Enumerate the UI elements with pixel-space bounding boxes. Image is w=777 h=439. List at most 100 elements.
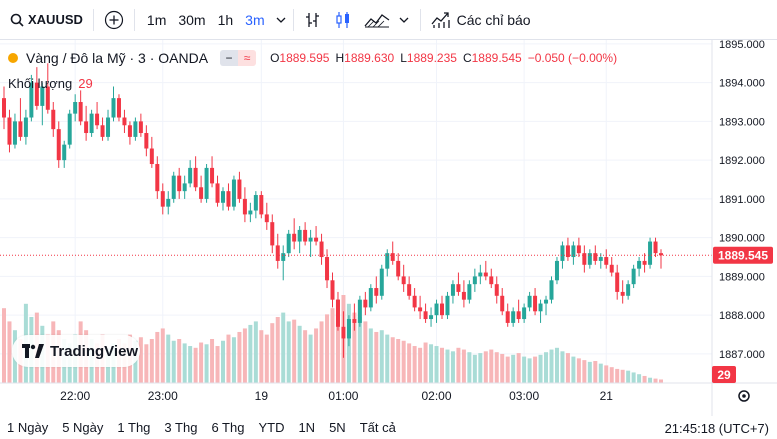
minus-icon[interactable]: − — [220, 50, 239, 66]
time-axis[interactable]: 22:00 23:00 19 01:00 02:00 03:00 21 — [60, 389, 613, 403]
volume-bar — [505, 356, 510, 383]
time-axis-settings-button[interactable] — [738, 390, 750, 402]
volume-bar — [242, 328, 247, 383]
volume-bar — [598, 363, 603, 383]
candle-body — [18, 121, 23, 137]
volume-bar — [363, 321, 368, 383]
bar-style-button[interactable] — [298, 0, 328, 40]
range-all[interactable]: Tất cả — [359, 420, 396, 435]
candle-body — [127, 125, 132, 137]
candle-body — [325, 257, 330, 281]
range-5d[interactable]: 5 Ngày — [62, 420, 104, 435]
candle-body — [215, 183, 220, 203]
volume-bar — [330, 308, 335, 383]
candle-body — [160, 191, 165, 207]
volume-bar — [226, 334, 231, 383]
area-style-button[interactable] — [358, 0, 416, 40]
volume-bar — [357, 317, 362, 383]
candle-body — [144, 133, 149, 149]
candle-body — [533, 295, 538, 312]
volume-bar — [160, 328, 165, 383]
candle-body — [193, 167, 198, 188]
candle-body — [549, 280, 554, 300]
candle-body — [434, 303, 439, 316]
candle-body — [45, 86, 50, 110]
volume-bar — [527, 358, 532, 383]
volume-bar — [401, 340, 406, 383]
volume-bar — [554, 347, 559, 383]
symbol-label: XAUUSD — [28, 12, 83, 27]
ohlc-change: −0.050 (−0.00%) — [527, 51, 618, 65]
gear-icon[interactable] — [738, 390, 750, 402]
volume-bar — [571, 356, 576, 383]
range-3m[interactable]: 3 Thg — [164, 420, 198, 435]
symbol-description[interactable]: Vàng / Đô la Mỹ · 3 · OANDA — [26, 50, 209, 66]
candle-body — [582, 253, 587, 265]
range-1y[interactable]: 1N — [298, 420, 316, 435]
volume-bar — [270, 323, 275, 383]
candle-body — [226, 191, 231, 207]
candle-body — [297, 229, 302, 242]
clock[interactable]: 21:45:18 (UTC+7) — [664, 421, 769, 436]
candle-body — [34, 82, 39, 106]
volume-bar — [653, 378, 658, 383]
range-6m[interactable]: 6 Thg — [211, 420, 245, 435]
candle-body — [407, 284, 412, 296]
candle-body — [560, 245, 565, 261]
volume-bar — [407, 343, 412, 383]
candle-body — [2, 98, 6, 118]
candlesticks — [2, 63, 663, 358]
volume-bar — [319, 321, 324, 383]
time-tick-label: 02:00 — [422, 389, 452, 403]
candle-body — [505, 311, 510, 323]
volume-bar — [308, 334, 313, 383]
volume-bar — [396, 339, 401, 383]
candle-body — [522, 307, 527, 320]
compare-button[interactable] — [98, 0, 130, 40]
candle-style-button[interactable] — [328, 0, 358, 40]
candle-body — [116, 98, 121, 118]
candle-body — [248, 210, 253, 215]
candle-body — [385, 253, 390, 269]
volume-bar — [352, 312, 357, 383]
volume-bar — [215, 346, 220, 383]
price-tick-label: 1892.000 — [719, 155, 765, 167]
volume-bar — [549, 349, 554, 383]
interval-30m[interactable]: 30m — [178, 11, 206, 28]
candle-body — [12, 121, 17, 145]
tradingview-logo[interactable]: TradingView — [12, 335, 140, 367]
candle-body — [231, 179, 236, 207]
candle-body — [587, 253, 592, 265]
interval-1m[interactable]: 1m — [146, 11, 167, 28]
volume-bar — [494, 352, 499, 383]
candle-body — [84, 121, 89, 134]
volume-bar — [248, 324, 253, 383]
range-1m[interactable]: 1 Thg — [117, 420, 151, 435]
toolbar-divider — [133, 8, 135, 31]
price-tick-label: 1888.000 — [719, 310, 765, 322]
candle-body — [511, 311, 516, 323]
volume-bar — [281, 312, 286, 383]
volume-bar — [418, 347, 423, 383]
price-axis[interactable]: 1887.000 1888.000 1889.000 1890.000 1891.000… — [719, 39, 765, 361]
candle-body — [571, 245, 576, 258]
range-1d[interactable]: 1 Ngày — [7, 420, 49, 435]
volume-bar — [297, 325, 302, 383]
symbol-search-button[interactable]: XAUUSD — [0, 0, 89, 40]
indicators-button[interactable]: Các chỉ báo — [425, 0, 537, 40]
tradingview-logo-icon — [22, 344, 44, 358]
interval-1h[interactable]: 1h — [217, 11, 234, 28]
range-5y[interactable]: 5N — [329, 420, 346, 435]
candle-body — [210, 167, 215, 184]
candle-body — [7, 117, 12, 145]
approx-icon[interactable]: ≈ — [238, 50, 257, 66]
interval-3m[interactable]: 3m — [245, 11, 265, 28]
candle-body — [500, 295, 505, 312]
volume-label[interactable]: Khối lượng — [8, 76, 73, 91]
ohlc-high: H1889.630 — [335, 51, 395, 65]
candle-body — [467, 284, 472, 300]
chevron-down-icon[interactable] — [275, 14, 287, 26]
candle-body — [379, 268, 384, 296]
range-ytd[interactable]: YTD — [258, 420, 285, 435]
candle-body — [221, 191, 225, 203]
